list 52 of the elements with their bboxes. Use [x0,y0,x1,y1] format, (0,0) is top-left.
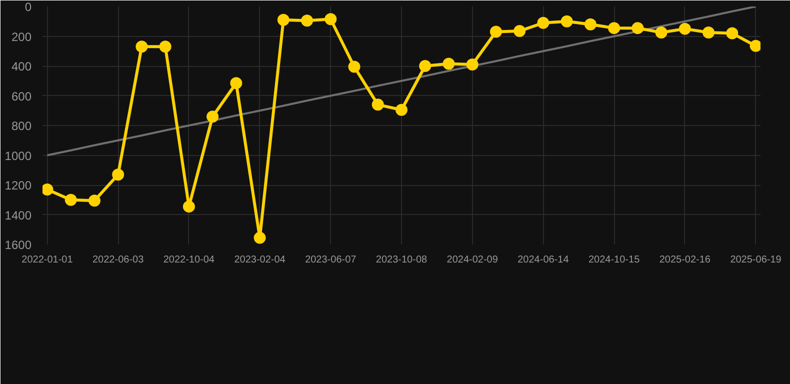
point [466,58,478,70]
point [159,40,172,53]
x-tick-label: 2024-10-15 [588,254,640,266]
x-tick-label: 2023-10-08 [376,254,428,266]
point [608,22,620,34]
point [419,60,432,72]
point [442,58,455,70]
y-tick-label: 600 [11,89,32,104]
point [277,14,290,26]
point [584,18,596,30]
x-tick-label: 2025-02-16 [659,254,711,266]
y-tick-label: 400 [11,60,32,74]
x-tick-label: 2023-02-04 [234,254,286,266]
point [88,194,100,207]
point [490,26,502,38]
point [42,183,54,196]
y-tick-label: 800 [11,119,32,133]
y-tick-label: 1400 [4,208,32,222]
point [702,26,715,39]
point [301,14,314,27]
point [182,200,195,213]
point [230,77,242,90]
point [64,194,77,206]
point [254,232,266,244]
point [206,110,219,123]
x-tick-label: 2022-06-03 [92,254,144,266]
point [560,15,573,28]
y-tick-label: 200 [11,30,32,44]
point [396,104,408,116]
point [514,25,526,38]
x-tick-label: 2024-02-09 [446,254,498,266]
point [750,40,760,52]
y-tick-label: 1600 [4,238,32,252]
x-tick-label: 2022-01-01 [22,254,74,266]
y-tick-label: 0 [24,0,32,14]
point [372,98,384,111]
point [726,27,738,40]
x-tick-label: 2025-06-19 [730,254,782,266]
x-tick-label: 2022-10-04 [163,254,215,266]
point [112,168,124,181]
y-tick-label: 1200 [4,178,32,192]
point [136,40,148,53]
x-tick-label: 2024-06-14 [518,254,570,266]
y-tick-label: 1000 [4,148,32,163]
point [348,60,360,73]
line-series [46,6,757,156]
point [632,22,644,34]
point [678,22,691,35]
point [537,16,550,29]
point [324,13,337,26]
x-tick-label: 2023-06-07 [305,254,357,266]
point [655,26,668,39]
